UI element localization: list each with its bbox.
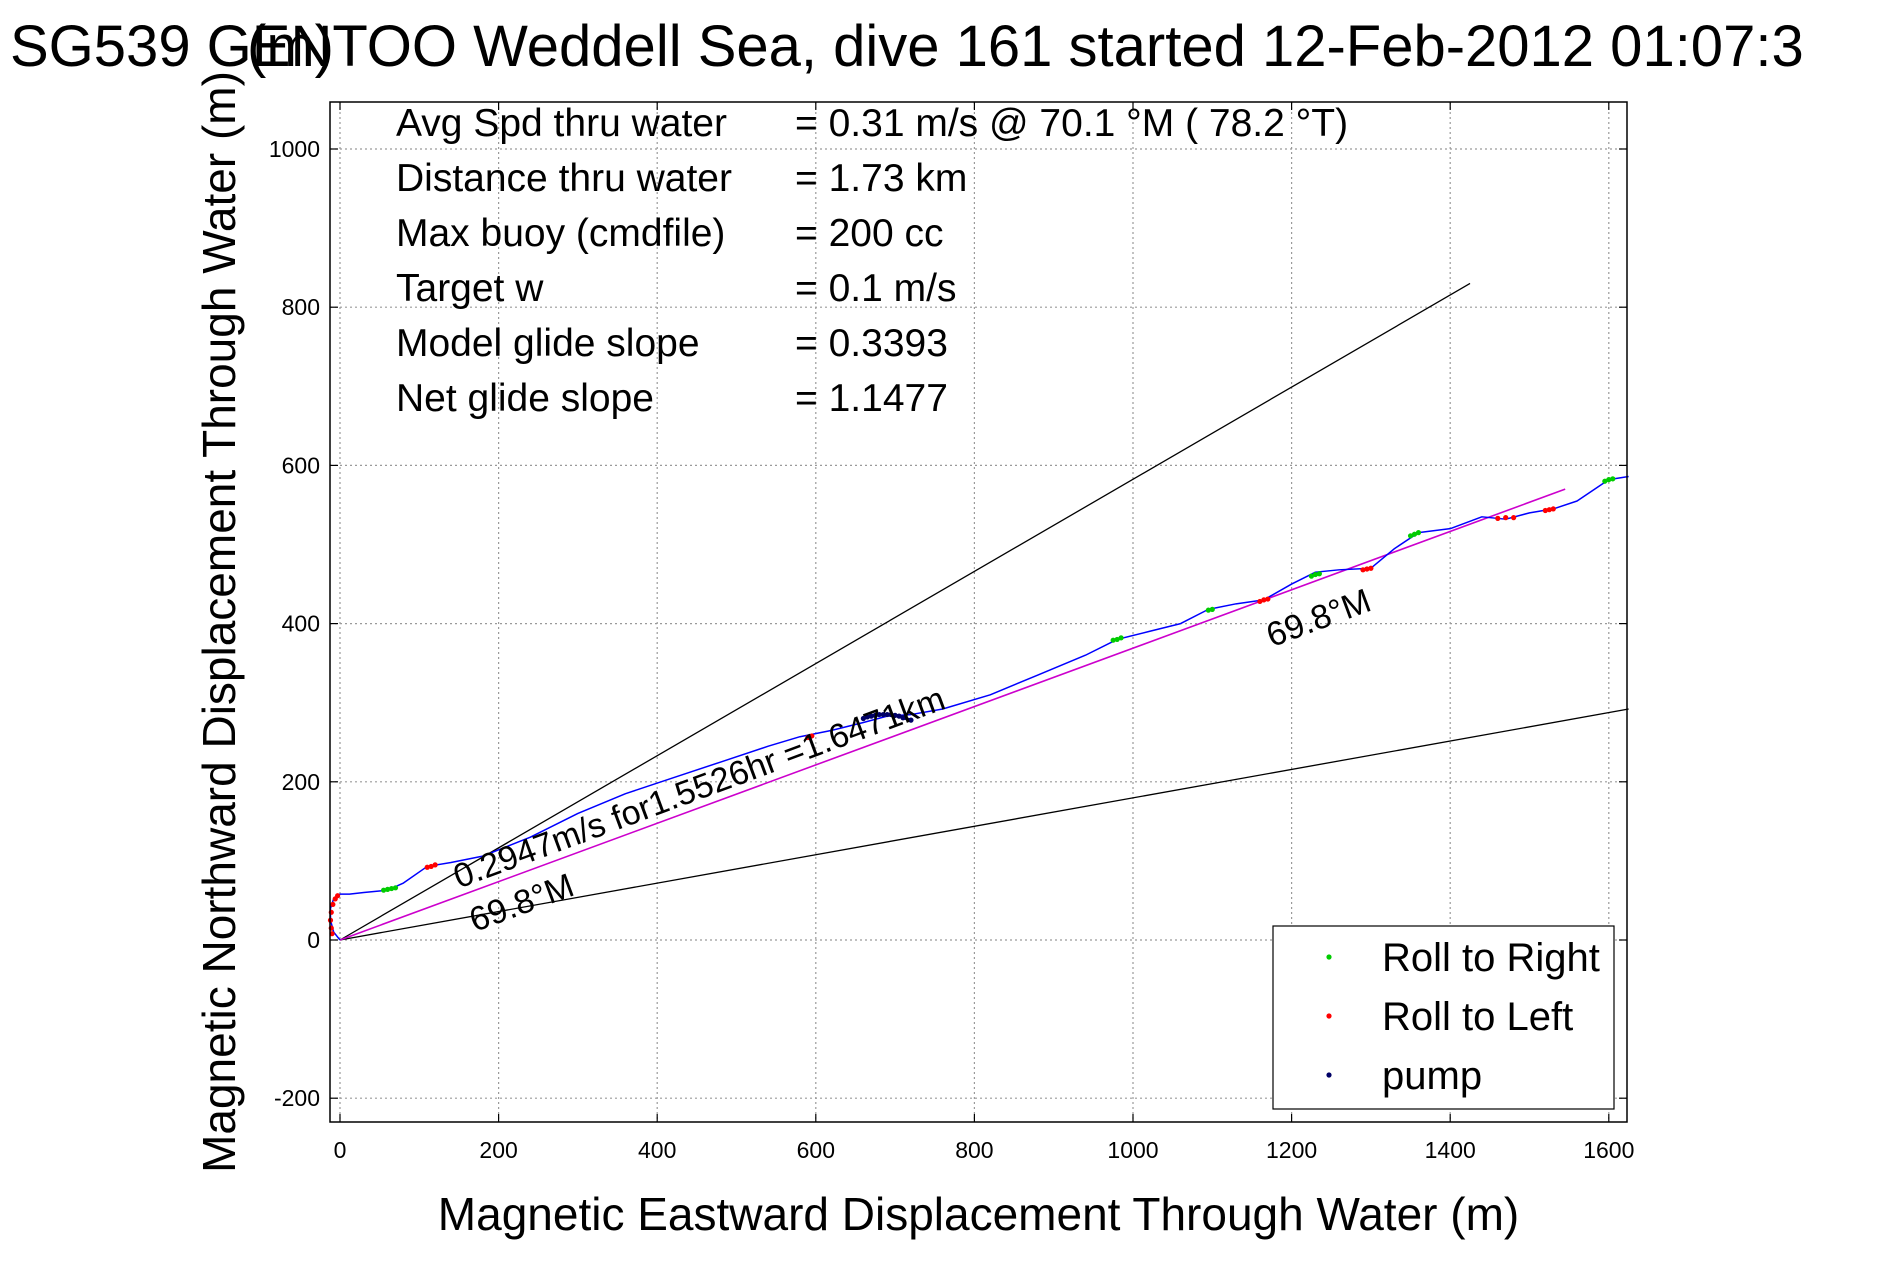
info-value: = 200 cc [795,212,944,255]
roll-to-left-point [428,863,434,870]
x-tick-label: 1600 [1583,1137,1634,1163]
roll-to-left-point [1546,507,1552,513]
x-tick-label: 1400 [1425,1137,1476,1163]
roll-to-right-point [1411,531,1418,537]
info-value: = 0.31 m/s @ 70.1 °M ( 78.2 °T) [795,102,1348,145]
roll-to-left-point [335,893,341,899]
annotation-1: 0.2947m/s for1.5526hr =1.6471km [449,680,951,896]
legend: Roll to Right Roll to Left pump [1272,925,1615,1110]
y-tick-label: 0 [307,927,320,953]
roll-to-right-point [1316,571,1322,577]
roll-to-left-point [330,901,336,908]
roll-to-left-point [805,734,811,741]
net-line-layer [339,488,1566,941]
plot-frame [329,101,1628,1123]
roll-to-left-point [1511,515,1517,521]
info-label: Target w [396,267,544,310]
info-label: Distance thru water [396,157,732,200]
cone-line-1 [339,282,1471,941]
y-tick-label: 800 [282,294,320,320]
title-overlap-fragment: (m) [247,14,334,79]
info-value: = 0.1 m/s [795,267,956,310]
roll-to-right-point [1415,530,1422,536]
info-label: Net glide slope [396,377,654,420]
roll-to-left-point [1542,507,1548,514]
x-tick-label: 1200 [1266,1137,1317,1163]
roll-to-left-point [329,931,335,937]
tick-layer: 0 200 400 600 800 1000 1200 1400 1600 -200 0 200 400… [269,102,1634,1163]
pump-segment [862,713,912,722]
legend-marker-pump [1326,1072,1332,1078]
roll-to-right-point [1308,573,1315,579]
y-tick-label: 200 [282,769,320,795]
legend-label-roll-to-left: Roll to Left [1382,995,1573,1039]
roll-to-right-point [392,885,399,891]
roll-to-right-point [1602,478,1608,484]
roll-to-left-point [1257,598,1263,605]
roll-to-right-point [1209,606,1215,612]
roll-to-left-point [1360,567,1366,573]
roll-to-right-point [384,886,391,892]
info-value: = 1.73 km [795,157,967,200]
annotation-3: 69.8°M [1261,582,1376,655]
roll-to-left-point [809,733,815,739]
roll-to-right-point [1610,476,1616,482]
roll-to-left-point [1261,597,1267,603]
chart-title: SG539 GENTOO Weddell Sea, dive 161 start… [10,14,1804,79]
x-tick-label: 0 [334,1137,347,1163]
roll-to-left-point [1550,506,1556,512]
marker-layer [327,476,1616,937]
roll-to-right-point [1118,635,1124,641]
info-label: Model glide slope [396,322,700,365]
info-value: = 0.3393 [795,322,948,365]
roll-to-right-point [1114,636,1120,643]
y-axis-label: Magnetic Northward Displacement Through … [193,71,245,1173]
roll-to-left-point [1368,565,1374,571]
cone-line-2 [339,708,1629,941]
roll-to-right-point [1205,607,1211,613]
roll-to-right-point [381,887,387,893]
roll-to-left-point [1503,515,1509,521]
info-box: Avg Spd thru water = 0.31 m/s @ 70.1 °M (… [396,102,1348,420]
y-tick-label: -200 [274,1085,320,1111]
legend-marker-roll-to-left [1326,1013,1332,1019]
legend-label-pump: pump [1382,1054,1482,1098]
roll-to-right-point [1606,477,1612,483]
roll-to-right-point [1312,571,1318,578]
roll-to-right-point [1110,637,1116,643]
legend-marker-roll-to-right [1326,954,1332,960]
roll-to-right-point [1407,533,1414,539]
roll-to-left-point [1265,596,1271,602]
info-label: Max buoy (cmdfile) [396,212,725,255]
legend-label-roll-to-right: Roll to Right [1382,936,1600,980]
x-tick-label: 200 [479,1137,517,1163]
x-tick-label: 800 [955,1137,993,1163]
y-tick-label: 1000 [269,136,320,162]
roll-to-left-point [1495,515,1501,521]
x-tick-label: 400 [638,1137,676,1163]
net-displacement-line [339,488,1566,941]
y-tick-label: 400 [282,611,320,637]
info-value: = 1.1477 [795,377,948,420]
roll-to-left-point [432,862,438,868]
title-layer: SG539 GENTOO Weddell Sea, dive 161 start… [10,14,1804,79]
x-axis-label: Magnetic Eastward Displacement Through W… [438,1188,1519,1240]
x-tick-label: 1000 [1107,1137,1158,1163]
roll-to-right-point [388,885,395,892]
annotation-layer: 0.2947m/s for1.5526hr =1.6471km69.8°M69.… [449,582,1376,940]
cone-lines [339,282,1629,941]
info-label: Avg Spd thru water [396,102,727,145]
roll-to-left-point [424,864,430,870]
roll-to-left-point [1364,566,1370,572]
x-tick-label: 600 [797,1137,835,1163]
y-tick-label: 600 [282,452,320,478]
